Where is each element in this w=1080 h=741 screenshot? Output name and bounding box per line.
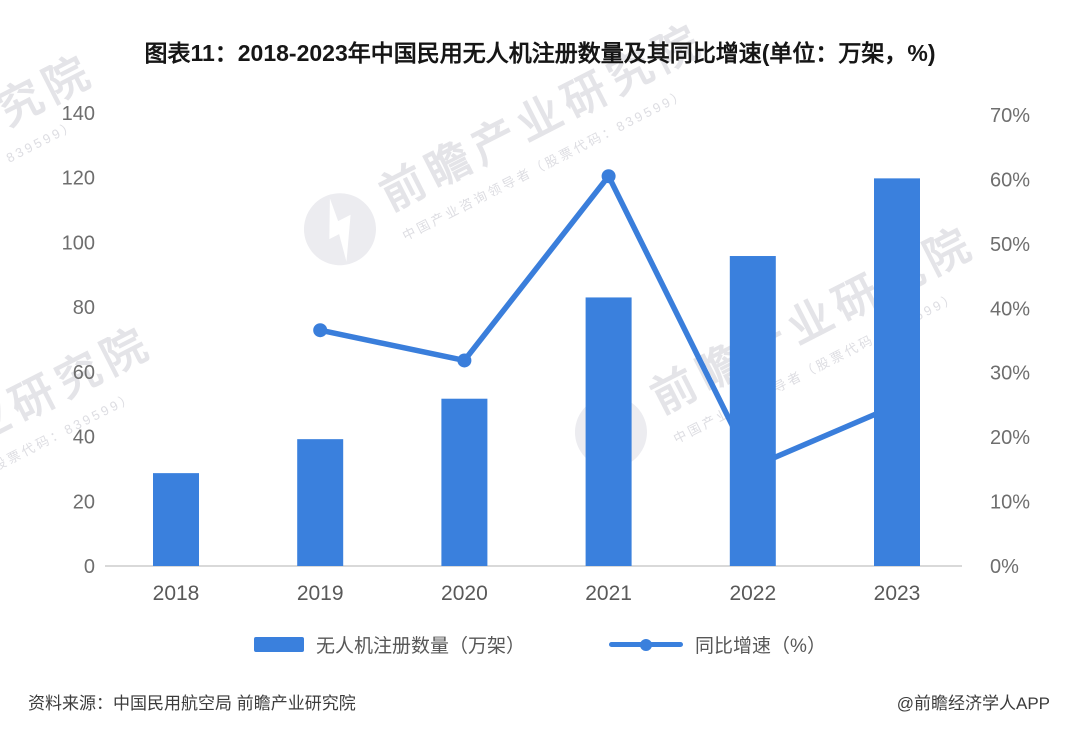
legend-item-registrations: 无人机注册数量（万架） — [254, 631, 525, 658]
legend-label-registrations: 无人机注册数量（万架） — [316, 636, 526, 657]
line-series-swatch — [609, 638, 684, 651]
legend: 无人机注册数量（万架） 同比增速（%） — [0, 631, 1080, 658]
year-label-2020: 2020 — [441, 582, 488, 605]
source-note: 资料来源：中国民用航空局 前瞻产业研究院 — [28, 694, 356, 713]
right-axis-label-30%: 30% — [990, 363, 1030, 385]
growth-point-dot — [313, 323, 328, 338]
right-axis-label-20%: 20% — [990, 427, 1030, 449]
credit-note: @前瞻经济学人APP — [896, 694, 1050, 713]
right-axis-label-0%: 0% — [990, 556, 1019, 578]
right-axis-label-40%: 40% — [990, 298, 1030, 320]
growth-point-dot — [457, 353, 472, 368]
bar-2023 — [874, 178, 920, 566]
left-axis-label-40: 40 — [73, 427, 95, 449]
footer: 资料来源：中国民用航空局 前瞻产业研究院 @前瞻经济学人APP — [0, 689, 1080, 714]
bar-series-swatch — [254, 637, 305, 652]
left-axis-label-60: 60 — [73, 362, 95, 384]
year-label-2019: 2019 — [297, 582, 344, 605]
bar-2019 — [297, 439, 344, 566]
right-axis-label-70%: 70% — [990, 105, 1030, 127]
year-label-2021: 2021 — [585, 582, 632, 605]
right-axis-label-50%: 50% — [990, 234, 1030, 256]
left-axis-label-80: 80 — [73, 297, 95, 319]
left-axis-label-0: 0 — [84, 556, 95, 578]
bar-2021 — [585, 297, 632, 566]
line-dot-swatch — [640, 638, 653, 651]
left-axis-label-100: 100 — [62, 232, 95, 254]
right-axis-label-60%: 60% — [990, 169, 1030, 191]
right-axis-label-10%: 10% — [990, 492, 1030, 514]
left-axis-label-20: 20 — [73, 491, 95, 513]
left-axis-label-140: 140 — [62, 103, 95, 125]
year-label-2022: 2022 — [729, 582, 776, 605]
year-label-2018: 2018 — [153, 582, 200, 605]
left-axis-label-120: 120 — [62, 168, 95, 190]
bar-2018 — [153, 473, 199, 566]
growth-point-dot — [601, 169, 616, 184]
bar-2020 — [441, 398, 488, 566]
legend-label-growth: 同比增速（%） — [695, 636, 826, 657]
bar-2022 — [729, 256, 776, 566]
legend-item-growth: 同比增速（%） — [609, 631, 826, 658]
chart-title: 图表11：2018-2023年中国民用无人机注册数量及其同比增速(单位：万架，%… — [144, 40, 936, 66]
year-label-2023: 2023 — [874, 582, 921, 605]
